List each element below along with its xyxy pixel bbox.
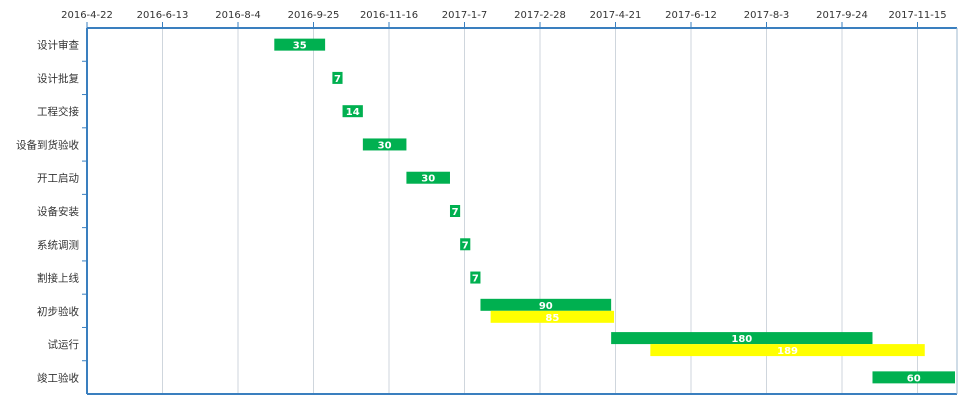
task-bar bbox=[460, 238, 471, 251]
axes bbox=[86, 27, 958, 395]
x-tick-label: 2017-1-7 bbox=[442, 10, 487, 21]
category-label: 设备到货验收 bbox=[16, 138, 79, 151]
x-tick-label: 2016-4-22 bbox=[61, 10, 113, 21]
task-bars: 35 7 14 30 30 7 7 7 90 180 60 85 189 bbox=[274, 38, 955, 384]
bar-duration-label: 180 bbox=[731, 334, 752, 345]
x-tick-label: 2016-8-4 bbox=[215, 10, 260, 21]
x-tick-label: 2017-6-12 bbox=[665, 10, 717, 21]
y-axis-category-labels: 设计审查设计批复工程交接设备到货验收开工启动设备安装系统调测割接上线初步验收试运… bbox=[16, 39, 87, 384]
category-label: 竣工验收 bbox=[37, 371, 79, 384]
x-tick-label: 2017-4-21 bbox=[590, 10, 642, 21]
task-bar bbox=[650, 344, 925, 357]
x-tick-label: 2017-2-28 bbox=[514, 10, 566, 21]
task-bar bbox=[470, 271, 481, 284]
task-bar bbox=[362, 138, 407, 151]
category-label: 工程交接 bbox=[37, 105, 79, 118]
bar-duration-label: 7 bbox=[334, 74, 341, 85]
category-label: 割接上线 bbox=[37, 272, 79, 285]
task-bar bbox=[274, 38, 326, 51]
task-bar bbox=[872, 371, 955, 384]
x-tick-label: 2017-8-3 bbox=[744, 10, 789, 21]
bar-duration-label: 7 bbox=[462, 240, 469, 251]
category-label: 设备安装 bbox=[37, 205, 79, 218]
x-tick-label: 2016-9-25 bbox=[288, 10, 340, 21]
category-label: 设计批复 bbox=[37, 72, 79, 85]
task-bar bbox=[406, 171, 450, 184]
bar-duration-label: 85 bbox=[545, 313, 559, 324]
bar-duration-label: 7 bbox=[472, 274, 479, 285]
bar-duration-label: 90 bbox=[539, 301, 553, 312]
category-label: 试运行 bbox=[48, 338, 80, 351]
bar-duration-label: 60 bbox=[907, 373, 921, 384]
x-tick-label: 2017-9-24 bbox=[816, 10, 868, 21]
task-bar bbox=[490, 310, 615, 323]
category-label: 系统调测 bbox=[37, 238, 79, 251]
task-bar bbox=[332, 71, 343, 84]
task-bar bbox=[449, 205, 461, 217]
category-label: 初步验收 bbox=[37, 305, 79, 318]
category-label: 开工启动 bbox=[37, 172, 79, 185]
x-tick-label: 2017-11-15 bbox=[888, 10, 946, 21]
x-tick-label: 2016-11-16 bbox=[360, 10, 418, 21]
task-bar bbox=[342, 105, 363, 118]
category-label: 设计审查 bbox=[37, 39, 79, 52]
bar-duration-label: 30 bbox=[378, 140, 392, 151]
x-tick-label: 2016-6-13 bbox=[137, 10, 189, 21]
bar-duration-label: 7 bbox=[452, 207, 459, 218]
bar-duration-label: 189 bbox=[777, 346, 798, 357]
task-bar bbox=[480, 298, 612, 311]
bar-duration-label: 30 bbox=[421, 174, 435, 185]
task-bar bbox=[611, 332, 873, 345]
x-axis-tick-labels: 2016-4-22 2016-6-13 2016-8-4 2016-9-25 2016-… bbox=[61, 10, 947, 28]
bar-duration-label: 35 bbox=[293, 41, 307, 52]
bar-duration-label: 14 bbox=[346, 107, 360, 118]
